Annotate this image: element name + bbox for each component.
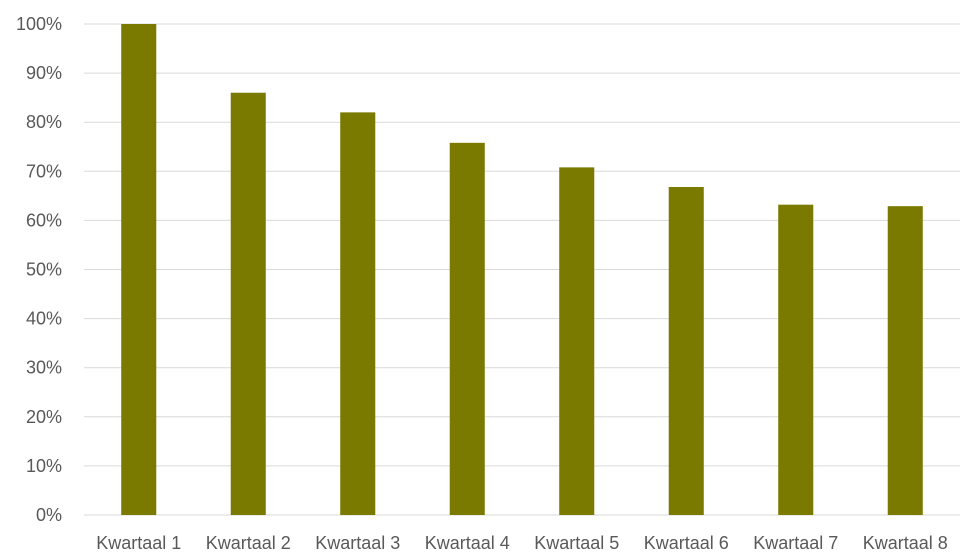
bar xyxy=(559,167,595,515)
y-tick-label: 30% xyxy=(26,358,62,378)
y-axis-tick-labels: 0% 10% 20% 30% 40% 50% 60% 70% 80% 90% 100% xyxy=(16,14,62,525)
bar xyxy=(121,24,157,515)
bar xyxy=(340,112,376,515)
y-tick-label: 70% xyxy=(26,161,62,181)
gridlines xyxy=(84,23,960,516)
bar xyxy=(668,187,704,515)
y-tick-label: 100% xyxy=(16,14,62,34)
x-tick-label: Kwartaal 5 xyxy=(534,533,619,553)
x-axis-tick-labels: Kwartaal 1 Kwartaal 2 Kwartaal 3 Kwartaal 4… xyxy=(96,533,948,553)
x-tick-label: Kwartaal 7 xyxy=(753,533,838,553)
y-tick-label: 0% xyxy=(36,505,62,525)
x-tick-label: Kwartaal 4 xyxy=(425,533,510,553)
y-tick-label: 80% xyxy=(26,112,62,132)
y-tick-label: 50% xyxy=(26,260,62,280)
bar xyxy=(230,92,266,516)
x-tick-label: Kwartaal 3 xyxy=(315,533,400,553)
y-tick-label: 40% xyxy=(26,309,62,329)
x-tick-label: Kwartaal 6 xyxy=(644,533,729,553)
bars xyxy=(121,24,923,516)
x-tick-label: Kwartaal 8 xyxy=(863,533,948,553)
y-tick-label: 60% xyxy=(26,210,62,230)
x-tick-label: Kwartaal 1 xyxy=(96,533,181,553)
bar xyxy=(778,204,814,516)
x-tick-label: Kwartaal 2 xyxy=(206,533,291,553)
bar xyxy=(887,206,923,515)
bar xyxy=(449,142,485,515)
y-tick-label: 20% xyxy=(26,407,62,427)
y-tick-label: 90% xyxy=(26,63,62,83)
y-tick-label: 10% xyxy=(26,456,62,476)
